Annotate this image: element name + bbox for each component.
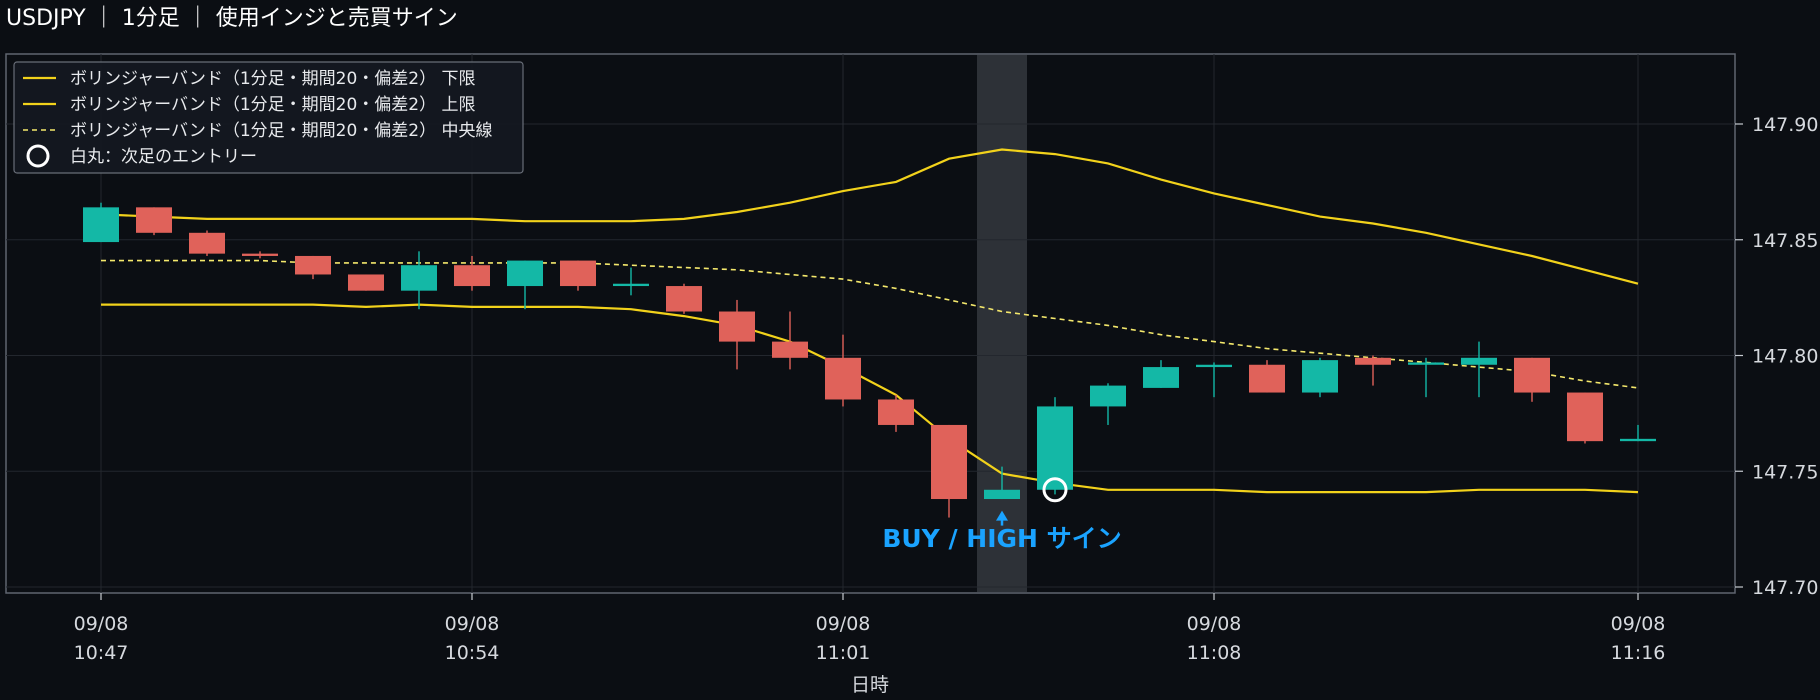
candle <box>136 207 172 236</box>
candle-body <box>348 274 384 291</box>
signal-highlight-band <box>977 55 1027 592</box>
candle-body <box>1567 392 1603 442</box>
y-tick-label: 147.70 <box>1752 577 1818 599</box>
candle-body <box>1249 364 1285 393</box>
x-tick-label-date: 09/08 <box>1187 613 1242 635</box>
candle-body <box>507 260 543 287</box>
x-axis: 09/08 10:47 09/08 10:54 09/08 11:01 09/08 11:08… <box>74 593 1666 664</box>
candle <box>1514 357 1550 402</box>
candle <box>878 394 914 432</box>
x-tick-label-time: 11:01 <box>816 642 871 664</box>
candle <box>1090 383 1126 425</box>
candle <box>1037 397 1073 495</box>
candle-body <box>931 424 967 500</box>
legend-label: ボリンジャーバンド（1分足・期間20・偏差2） 上限 <box>70 95 476 115</box>
buy-high-sign-annotation: BUY / HIGH サイン <box>882 524 1121 553</box>
candle-body <box>1196 364 1232 368</box>
candle-body <box>1408 362 1444 365</box>
entry-circle-marker <box>1042 477 1068 503</box>
candle-body <box>1620 438 1656 442</box>
candle <box>772 311 808 370</box>
candle <box>1302 357 1338 398</box>
candle <box>348 274 384 291</box>
candle-body <box>295 255 331 275</box>
candle <box>454 255 490 291</box>
candle-body <box>719 311 755 342</box>
candlestick-series <box>83 202 1656 518</box>
chart-title: USDJPY ｜ 1分足 ｜ 使用インジと売買サイン <box>6 6 458 31</box>
y-tick-label: 147.80 <box>1752 346 1818 368</box>
candle <box>507 260 543 310</box>
candle-body <box>666 286 702 312</box>
candle <box>560 260 596 291</box>
candle-body <box>984 489 1020 500</box>
candle <box>1567 392 1603 444</box>
candle <box>295 255 331 280</box>
y-tick-label: 147.75 <box>1752 461 1818 483</box>
candle-body <box>878 399 914 425</box>
candle <box>1620 424 1656 442</box>
candle <box>666 283 702 314</box>
candle <box>1355 355 1391 386</box>
legend-entry: 白丸：次足のエントリー <box>26 144 257 168</box>
legend-label: 白丸：次足のエントリー <box>70 147 257 167</box>
y-tick-label: 147.90 <box>1752 114 1818 136</box>
candle-body <box>1461 357 1497 365</box>
legend-entry: ボリンジャーバンド（1分足・期間20・偏差2） 中央線 <box>23 121 493 141</box>
candle <box>1249 360 1285 393</box>
x-tick-label-date: 09/08 <box>74 613 129 635</box>
candle <box>83 202 119 243</box>
candle-body <box>613 283 649 287</box>
legend-entry: ボリンジャーバンド（1分足・期間20・偏差2） 下限 <box>23 69 476 89</box>
y-tick-label: 147.85 <box>1752 230 1818 252</box>
candle-body <box>454 265 490 287</box>
candle <box>1408 357 1444 398</box>
candle-body <box>1037 406 1073 490</box>
x-tick-label-time: 11:08 <box>1187 642 1242 664</box>
candle-body <box>1355 357 1391 365</box>
candle-body <box>136 207 172 233</box>
legend: ボリンジャーバンド（1分足・期間20・偏差2） 下限ボリンジャーバンド（1分足・… <box>13 61 524 174</box>
candle-body <box>401 265 437 291</box>
x-axis-label: 日時 <box>851 674 889 696</box>
y-axis: 147.70 147.75 147.80 147.85 147.90 <box>1735 114 1818 599</box>
candle-body <box>1090 385 1126 407</box>
legend-label: ボリンジャーバンド（1分足・期間20・偏差2） 中央線 <box>70 121 493 141</box>
series-line-upper <box>100 148 1639 285</box>
candle <box>825 334 861 407</box>
buy-arrow-marker <box>996 510 1008 521</box>
x-tick-label-date: 09/08 <box>816 613 871 635</box>
series-line-lower <box>101 303 1639 494</box>
candle-body <box>242 253 278 256</box>
candle <box>1143 360 1179 388</box>
candle <box>1461 341 1497 398</box>
legend-circle-swatch <box>26 144 50 168</box>
candle-body <box>189 232 225 254</box>
candle <box>931 424 967 518</box>
signal-markers <box>996 477 1068 526</box>
legend-box <box>13 61 524 174</box>
candle <box>719 299 755 370</box>
candle-body <box>772 341 808 358</box>
candle-body <box>825 357 861 400</box>
candle-body <box>560 260 596 287</box>
legend-label: ボリンジャーバンド（1分足・期間20・偏差2） 下限 <box>70 69 476 89</box>
x-tick-label-time: 10:54 <box>445 642 500 664</box>
x-tick-label-date: 09/08 <box>445 613 500 635</box>
candle <box>1196 362 1232 398</box>
candle <box>984 466 1020 500</box>
x-tick-label-time: 10:47 <box>74 642 129 664</box>
candle-body <box>1514 357 1550 393</box>
candle-body <box>83 207 119 243</box>
legend-entry: ボリンジャーバンド（1分足・期間20・偏差2） 上限 <box>23 95 476 115</box>
candle-body <box>1143 367 1179 388</box>
x-tick-label-date: 09/08 <box>1611 613 1666 635</box>
candle <box>401 251 437 310</box>
x-tick-label-time: 11:16 <box>1611 642 1666 664</box>
candle <box>613 267 649 296</box>
candle-body <box>1302 360 1338 393</box>
candle <box>189 230 225 256</box>
candle <box>242 251 278 259</box>
